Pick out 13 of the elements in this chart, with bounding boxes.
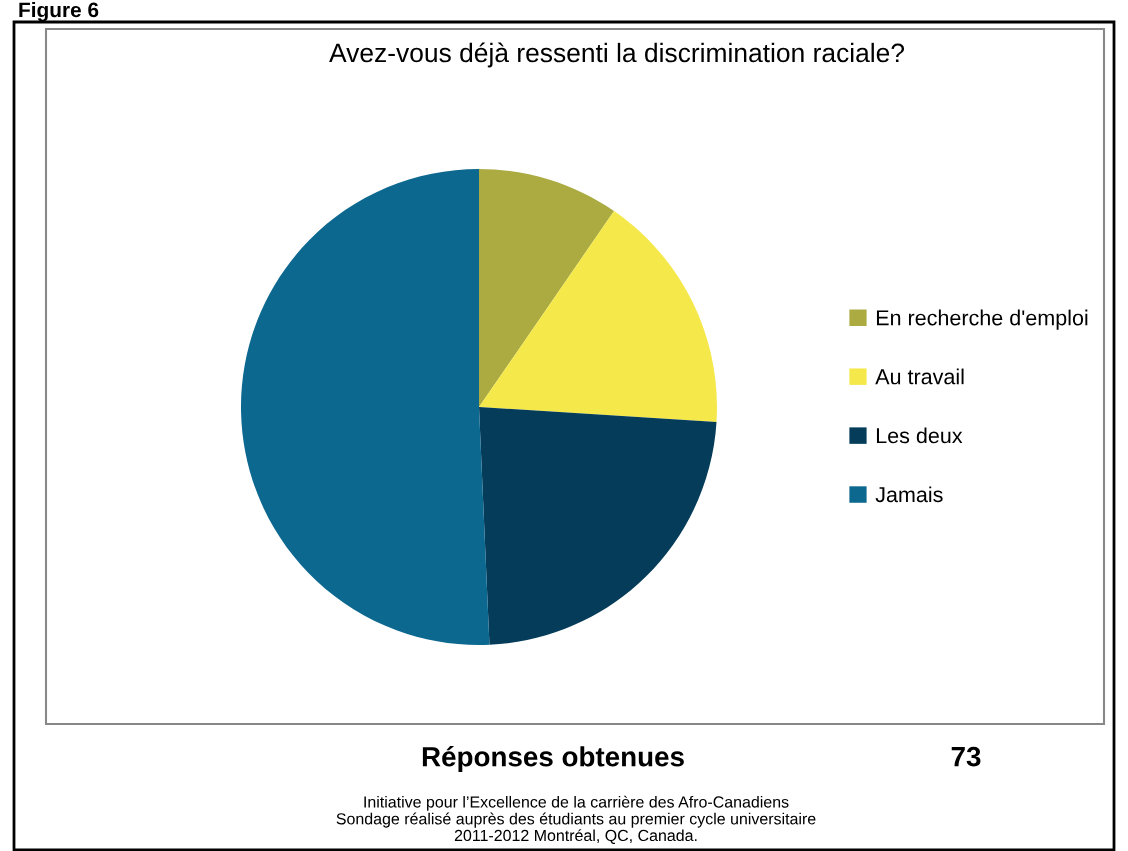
text: Initiative pour l’Excellence de la carrière des Afro-Canadiens Sondage réalisé auprès des étudiants au premier cycle universitaire 2011-2012 Montréal, QC, Canada. bbox=[336, 795, 816, 844]
legend-label: Jamais bbox=[875, 486, 943, 503]
pie-slice bbox=[241, 169, 490, 645]
chart-title: Avez-vous déjà ressenti la discrimination raciale? bbox=[329, 42, 905, 68]
pie-slice bbox=[479, 211, 717, 422]
text: 73 bbox=[951, 746, 981, 767]
pie-slice bbox=[479, 407, 717, 645]
legend-label: Au travail bbox=[875, 368, 964, 385]
pie-slice bbox=[479, 169, 615, 407]
legend-label: Les deux bbox=[876, 427, 963, 444]
legend-label: En recherche d'emploi bbox=[876, 309, 1088, 330]
text: Réponses obtenues bbox=[422, 745, 684, 773]
caption: Figure 6 bbox=[19, 2, 99, 22]
